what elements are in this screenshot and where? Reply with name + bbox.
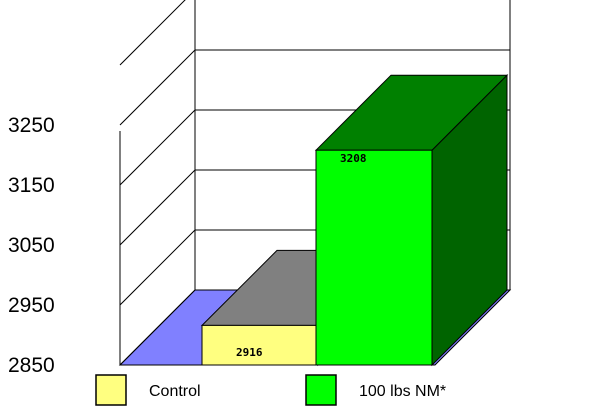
y-tick-label: 3150 xyxy=(8,174,55,197)
data-label-control: 2916 xyxy=(236,346,263,359)
gridline-side xyxy=(119,289,196,366)
y-tick-label: 3050 xyxy=(8,234,55,257)
y-tick-label: 2950 xyxy=(8,294,55,317)
bar-nm-front xyxy=(315,149,433,366)
gridline-side xyxy=(119,0,186,66)
gridline-side xyxy=(119,169,196,246)
y-tick-label: 3250 xyxy=(8,114,55,137)
bar-control-front xyxy=(201,324,319,366)
legend-swatch-1 xyxy=(305,374,337,406)
legend-swatch-0 xyxy=(95,374,127,406)
y-tick-label: 2850 xyxy=(8,354,55,377)
data-label-nm: 3208 xyxy=(340,152,367,165)
gridline-side xyxy=(119,109,196,186)
legend-label-1: 100 lbs NM* xyxy=(359,383,446,400)
legend-label-0: Control xyxy=(149,383,201,400)
gridline-side xyxy=(119,229,196,306)
gridline-side xyxy=(119,49,196,126)
